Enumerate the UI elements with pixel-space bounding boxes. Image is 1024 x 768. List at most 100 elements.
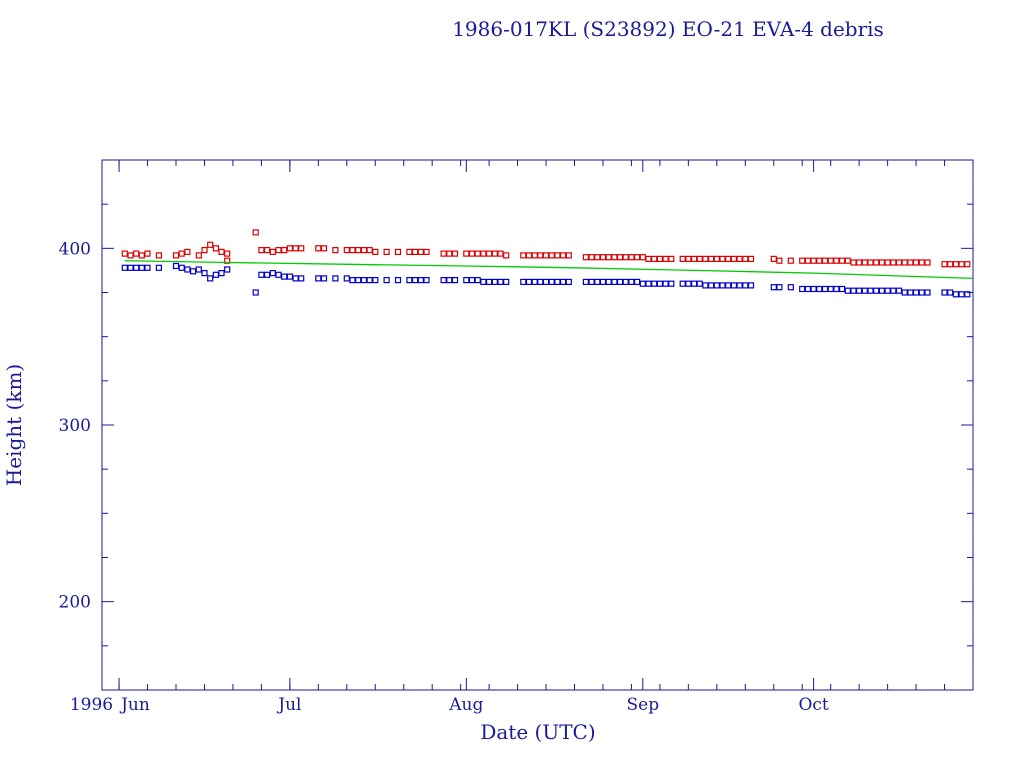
data-point	[320, 275, 328, 282]
data-point	[349, 247, 356, 254]
data-point	[127, 264, 134, 271]
data-point	[594, 278, 601, 285]
x-tick-label: Jul	[276, 695, 301, 715]
data-point	[941, 261, 948, 268]
data-point	[440, 277, 447, 284]
data-point	[264, 271, 271, 278]
data-point	[702, 255, 709, 262]
data-point	[639, 280, 646, 287]
data-point	[417, 277, 424, 284]
data-point	[884, 259, 891, 266]
data-point	[713, 282, 720, 289]
data-point	[320, 245, 328, 252]
data-point	[662, 280, 669, 287]
data-point	[315, 275, 322, 282]
data-point	[491, 278, 498, 285]
data-point	[531, 252, 538, 259]
data-point	[264, 247, 271, 254]
data-point	[787, 257, 794, 264]
data-point	[155, 252, 162, 259]
data-point	[281, 273, 288, 280]
data-point	[924, 259, 931, 266]
data-point	[890, 287, 897, 294]
data-point	[787, 284, 794, 291]
data-point	[804, 257, 812, 264]
data-point	[736, 282, 743, 289]
data-point	[491, 250, 498, 257]
data-point	[451, 277, 459, 284]
data-point	[355, 247, 362, 254]
data-point	[827, 285, 834, 293]
data-point	[366, 277, 373, 284]
data-point	[121, 250, 128, 257]
x-tick-label: Sep	[627, 695, 660, 715]
data-point	[184, 248, 191, 255]
data-point	[895, 259, 903, 266]
data-point	[474, 250, 481, 257]
data-point	[218, 248, 225, 255]
data-point	[537, 252, 544, 259]
data-point	[286, 245, 293, 252]
data-point	[554, 252, 561, 259]
data-point	[178, 250, 185, 257]
data-point	[679, 280, 686, 287]
data-point	[964, 291, 971, 298]
data-point	[503, 278, 510, 285]
data-point	[707, 255, 715, 262]
data-point	[730, 282, 738, 289]
data-point	[269, 270, 276, 277]
data-point	[298, 245, 305, 252]
data-point	[224, 257, 231, 264]
x-axis: Jun Jul Aug Sep Oct 1996	[70, 160, 974, 715]
data-point	[742, 282, 749, 289]
data-point	[127, 252, 134, 259]
data-point	[520, 278, 527, 285]
data-point	[201, 247, 208, 254]
data-point	[696, 280, 703, 287]
data-point	[770, 284, 777, 291]
data-point	[605, 278, 612, 285]
data-point	[964, 261, 971, 268]
data-point	[281, 247, 288, 254]
data-point	[770, 255, 777, 262]
data-point	[537, 278, 544, 285]
data-point	[258, 271, 265, 278]
x-tick-label: Jun	[119, 695, 150, 715]
data-point	[878, 259, 886, 266]
data-point	[952, 291, 960, 298]
data-point	[440, 250, 447, 257]
data-point	[594, 254, 601, 261]
data-point	[776, 257, 783, 264]
data-point	[952, 261, 960, 268]
data-point	[212, 245, 219, 252]
data-point	[645, 280, 652, 287]
data-point	[343, 275, 350, 282]
data-point	[884, 287, 891, 294]
data-point	[423, 248, 430, 255]
data-point	[850, 287, 857, 294]
data-point	[451, 250, 459, 257]
data-point	[668, 280, 675, 287]
data-point	[588, 254, 595, 261]
data-point	[912, 289, 920, 296]
data-point	[212, 271, 219, 278]
data-point	[565, 278, 572, 285]
data-point	[292, 245, 299, 252]
data-point	[480, 278, 487, 285]
data-point	[611, 278, 618, 285]
data-point	[178, 264, 185, 271]
data-point	[907, 289, 914, 296]
data-point	[918, 289, 925, 296]
data-point	[503, 252, 510, 259]
plot-frame	[101, 159, 974, 691]
data-point	[873, 259, 880, 266]
x-tick-label: Aug	[448, 695, 483, 715]
data-point	[605, 254, 612, 261]
data-point	[446, 250, 453, 257]
data-point	[372, 277, 379, 284]
data-point	[861, 287, 868, 294]
data-point	[651, 255, 658, 262]
y-tick-label: 200	[59, 593, 91, 613]
data-point	[725, 282, 732, 289]
